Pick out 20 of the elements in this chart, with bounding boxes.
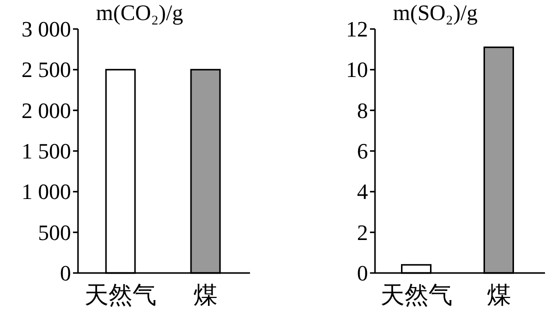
y-tick-label: 4 bbox=[357, 179, 368, 204]
x-tick-label: 煤 bbox=[486, 283, 511, 309]
y-tick-label: 6 bbox=[357, 138, 368, 164]
y-tick-label: 3 000 bbox=[22, 16, 71, 42]
chart-title: m(SO₂)/g bbox=[393, 0, 478, 25]
y-tick-label: 2 500 bbox=[22, 57, 71, 82]
y-tick-label: 500 bbox=[38, 220, 71, 245]
y-tick-label: 2 000 bbox=[22, 98, 71, 123]
y-tick-label: 0 bbox=[60, 260, 71, 286]
y-tick-label: 10 bbox=[346, 57, 368, 82]
y-tick-label: 2 bbox=[357, 220, 368, 245]
y-tick-label: 8 bbox=[357, 98, 368, 123]
x-tick-label: 煤 bbox=[194, 283, 218, 309]
x-tick-label: 天然气 bbox=[380, 283, 452, 309]
y-tick-label: 1 500 bbox=[22, 138, 71, 164]
y-tick-label: 0 bbox=[357, 260, 368, 286]
chart-title: m(CO₂)/g bbox=[96, 0, 184, 25]
y-tick-label: 12 bbox=[346, 16, 368, 42]
x-tick-label: 天然气 bbox=[84, 283, 156, 309]
y-tick-label: 1 000 bbox=[22, 179, 71, 204]
